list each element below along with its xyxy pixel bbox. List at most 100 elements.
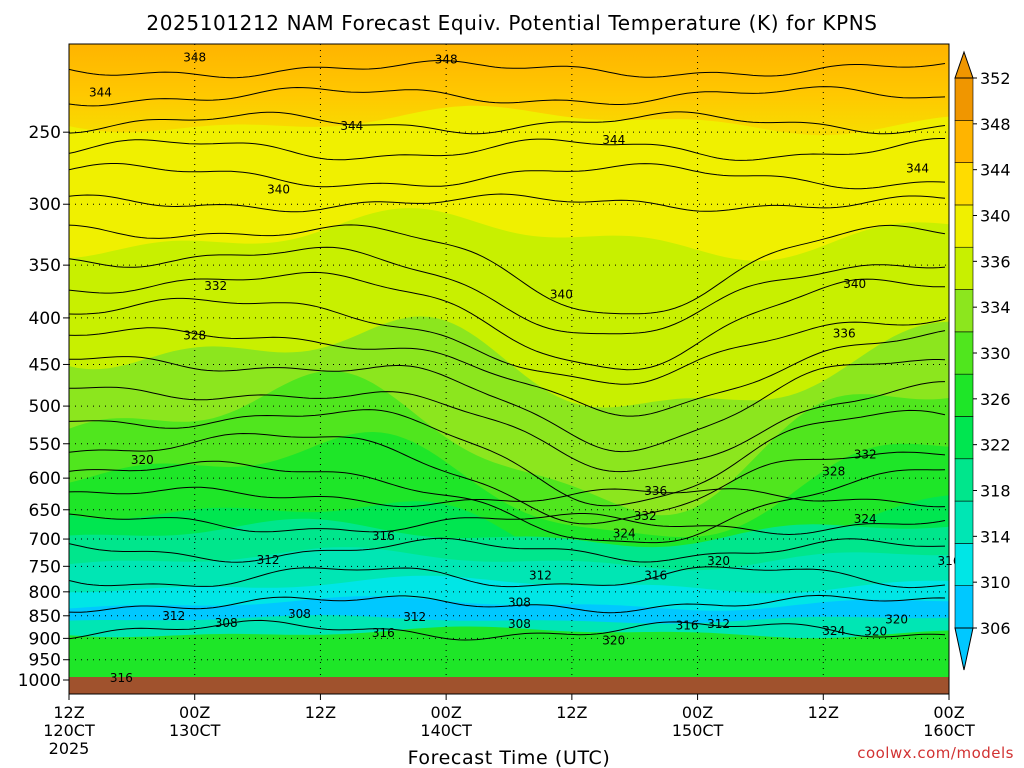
contour-label: 336 (644, 484, 667, 498)
contour-label: 316 (676, 618, 699, 632)
contour-line (69, 537, 946, 563)
colorbar: 306 310 314 318 322 326 330 334 336 340 344 348 352 (954, 50, 1011, 671)
y-tick-label: 250 (29, 123, 61, 143)
colorbar-label: 340 (980, 207, 1011, 226)
contour-label: 320 (131, 453, 154, 467)
contour-label: 308 (288, 607, 311, 621)
colorbar-swatch (954, 120, 974, 163)
contour-line (69, 138, 945, 161)
plot-frame (68, 43, 950, 695)
contour-line (69, 486, 946, 508)
contour-label: 328 (183, 328, 206, 342)
x-tick-label: 150CT (672, 721, 724, 740)
x-tick-label: 00Z (682, 703, 713, 722)
colorbar-swatch (954, 543, 974, 586)
contour-line (69, 297, 946, 385)
plot-area (69, 44, 949, 680)
colorbar-label: 344 (980, 161, 1011, 180)
colorbar-swatch (954, 162, 974, 206)
contour-line (69, 224, 946, 315)
contour-line (69, 271, 945, 371)
colorbar-swatch (954, 500, 974, 544)
contour-line (69, 460, 946, 544)
colorbar-swatch (954, 246, 974, 290)
contour-line (69, 86, 946, 107)
contour-lines (69, 59, 946, 641)
credit-text: coolwx.com/models (857, 744, 1014, 762)
x-tick-label: 12Z (305, 703, 336, 722)
colorbar-label: 306 (980, 619, 1011, 638)
contour-label: 348 (183, 51, 206, 65)
x-tick-label: 140CT (420, 721, 472, 740)
contour-label: 316 (372, 626, 395, 640)
contour-line (69, 327, 946, 417)
x-tick-label: 130CT (169, 721, 221, 740)
colorbar-label: 322 (980, 436, 1011, 455)
contour-label: 328 (822, 464, 845, 478)
contour-label: 344 (602, 133, 625, 147)
contour-label: 324 (854, 512, 877, 526)
contour-line (69, 381, 946, 473)
contour-line (69, 432, 946, 525)
colorbar-label: 310 (980, 573, 1011, 592)
gridlines (69, 44, 949, 680)
contour-label: 332 (204, 279, 227, 293)
theta-e-bands (69, 105, 949, 680)
x-tick-label: 120CT (43, 721, 95, 740)
colorbar-label: 314 (980, 527, 1011, 546)
y-tick-label: 300 (29, 195, 61, 215)
contour-label: 316 (110, 671, 133, 685)
colorbar-swatch (954, 458, 974, 502)
contour-label: 332 (854, 447, 877, 461)
y-axis: 2503003504004505005506006507007508008509… (18, 123, 69, 691)
y-tick-label: 700 (29, 530, 61, 550)
contour-line (69, 193, 946, 213)
contour-line (69, 356, 946, 453)
colorbar-label: 318 (980, 482, 1011, 501)
colorbar-label: 348 (980, 115, 1011, 134)
y-tick-label: 850 (29, 607, 61, 627)
y-tick-label: 900 (29, 629, 61, 649)
colorbar-swatch (954, 77, 974, 121)
colorbar-swatch (954, 585, 974, 629)
contour-label: 324 (613, 526, 636, 540)
y-tick-label: 800 (29, 583, 61, 603)
y-tick-label: 400 (29, 309, 61, 329)
contour-label: 336 (833, 326, 856, 340)
x-tick-label: 160CT (923, 721, 975, 740)
chart-title: 2025101212 NAM Forecast Equiv. Potential… (146, 11, 877, 35)
contour-label: 340 (843, 277, 866, 291)
y-tick-label: 550 (29, 435, 61, 455)
colorbar-label: 326 (980, 390, 1011, 409)
contour-label: 312 (257, 553, 280, 567)
colorbar-label: 330 (980, 344, 1011, 363)
contour-label: 312 (529, 569, 552, 583)
colorbar-bottom-arrow (954, 627, 974, 671)
contour-line (69, 513, 946, 536)
y-tick-label: 950 (29, 651, 61, 671)
x-tick-label: 2025 (49, 739, 90, 758)
colorbar-label: 352 (980, 69, 1011, 88)
contour-line (69, 111, 946, 135)
y-tick-label: 1000 (18, 671, 61, 691)
y-tick-label: 450 (29, 355, 61, 375)
contour-label: 340 (550, 288, 573, 302)
colorbar-swatch (954, 416, 974, 460)
contour-line (69, 409, 946, 507)
terrain-strip (69, 677, 949, 694)
contour-label: 308 (508, 617, 531, 631)
contour-line (69, 566, 946, 589)
contour-label: 316 (644, 569, 667, 583)
x-tick-label: 00Z (430, 703, 461, 722)
theta-e-band (69, 626, 949, 680)
x-tick-label: 00Z (179, 703, 210, 722)
contour-label: 320 (602, 634, 625, 648)
x-tick-label: 12Z (53, 703, 84, 722)
contour-label: 320 (864, 624, 887, 638)
contour-label: 344 (906, 161, 929, 175)
contour-label: 312 (403, 610, 426, 624)
x-tick-label: 12Z (808, 703, 839, 722)
contour-label: 344 (340, 119, 363, 133)
contour-label: 340 (267, 182, 290, 196)
